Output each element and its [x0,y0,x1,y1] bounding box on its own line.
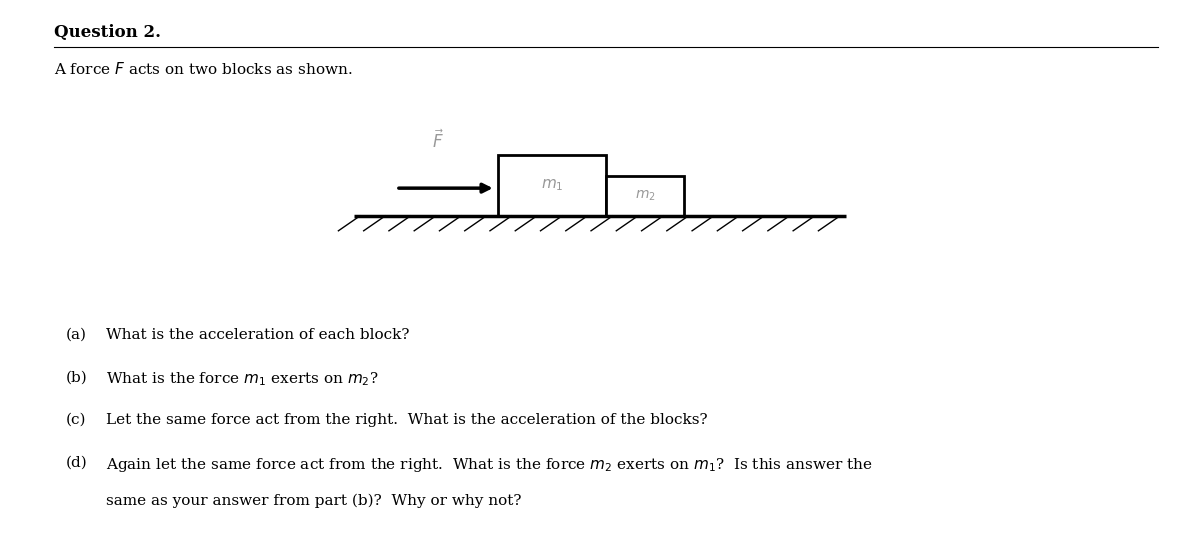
Text: A force $F$ acts on two blocks as shown.: A force $F$ acts on two blocks as shown. [54,61,353,77]
Text: (a): (a) [66,328,88,342]
Text: (c): (c) [66,413,86,427]
Bar [498,155,606,216]
Text: (b): (b) [66,370,88,384]
Text: What is the acceleration of each block?: What is the acceleration of each block? [106,328,409,342]
Text: $\vec{F}$: $\vec{F}$ [432,130,444,152]
Text: same as your answer from part (b)?  Why or why not?: same as your answer from part (b)? Why o… [106,494,521,508]
Text: Again let the same force act from the right.  What is the force $m_2$ exerts on : Again let the same force act from the ri… [106,456,872,474]
Text: (d): (d) [66,456,88,470]
Text: What is the force $m_1$ exerts on $m_2$?: What is the force $m_1$ exerts on $m_2$? [106,370,378,388]
Text: $m_2$: $m_2$ [635,189,655,203]
Text: Let the same force act from the right.  What is the acceleration of the blocks?: Let the same force act from the right. W… [106,413,707,427]
Text: $m_1$: $m_1$ [541,177,563,193]
Text: Question 2.: Question 2. [54,24,161,41]
Bar [606,176,684,216]
